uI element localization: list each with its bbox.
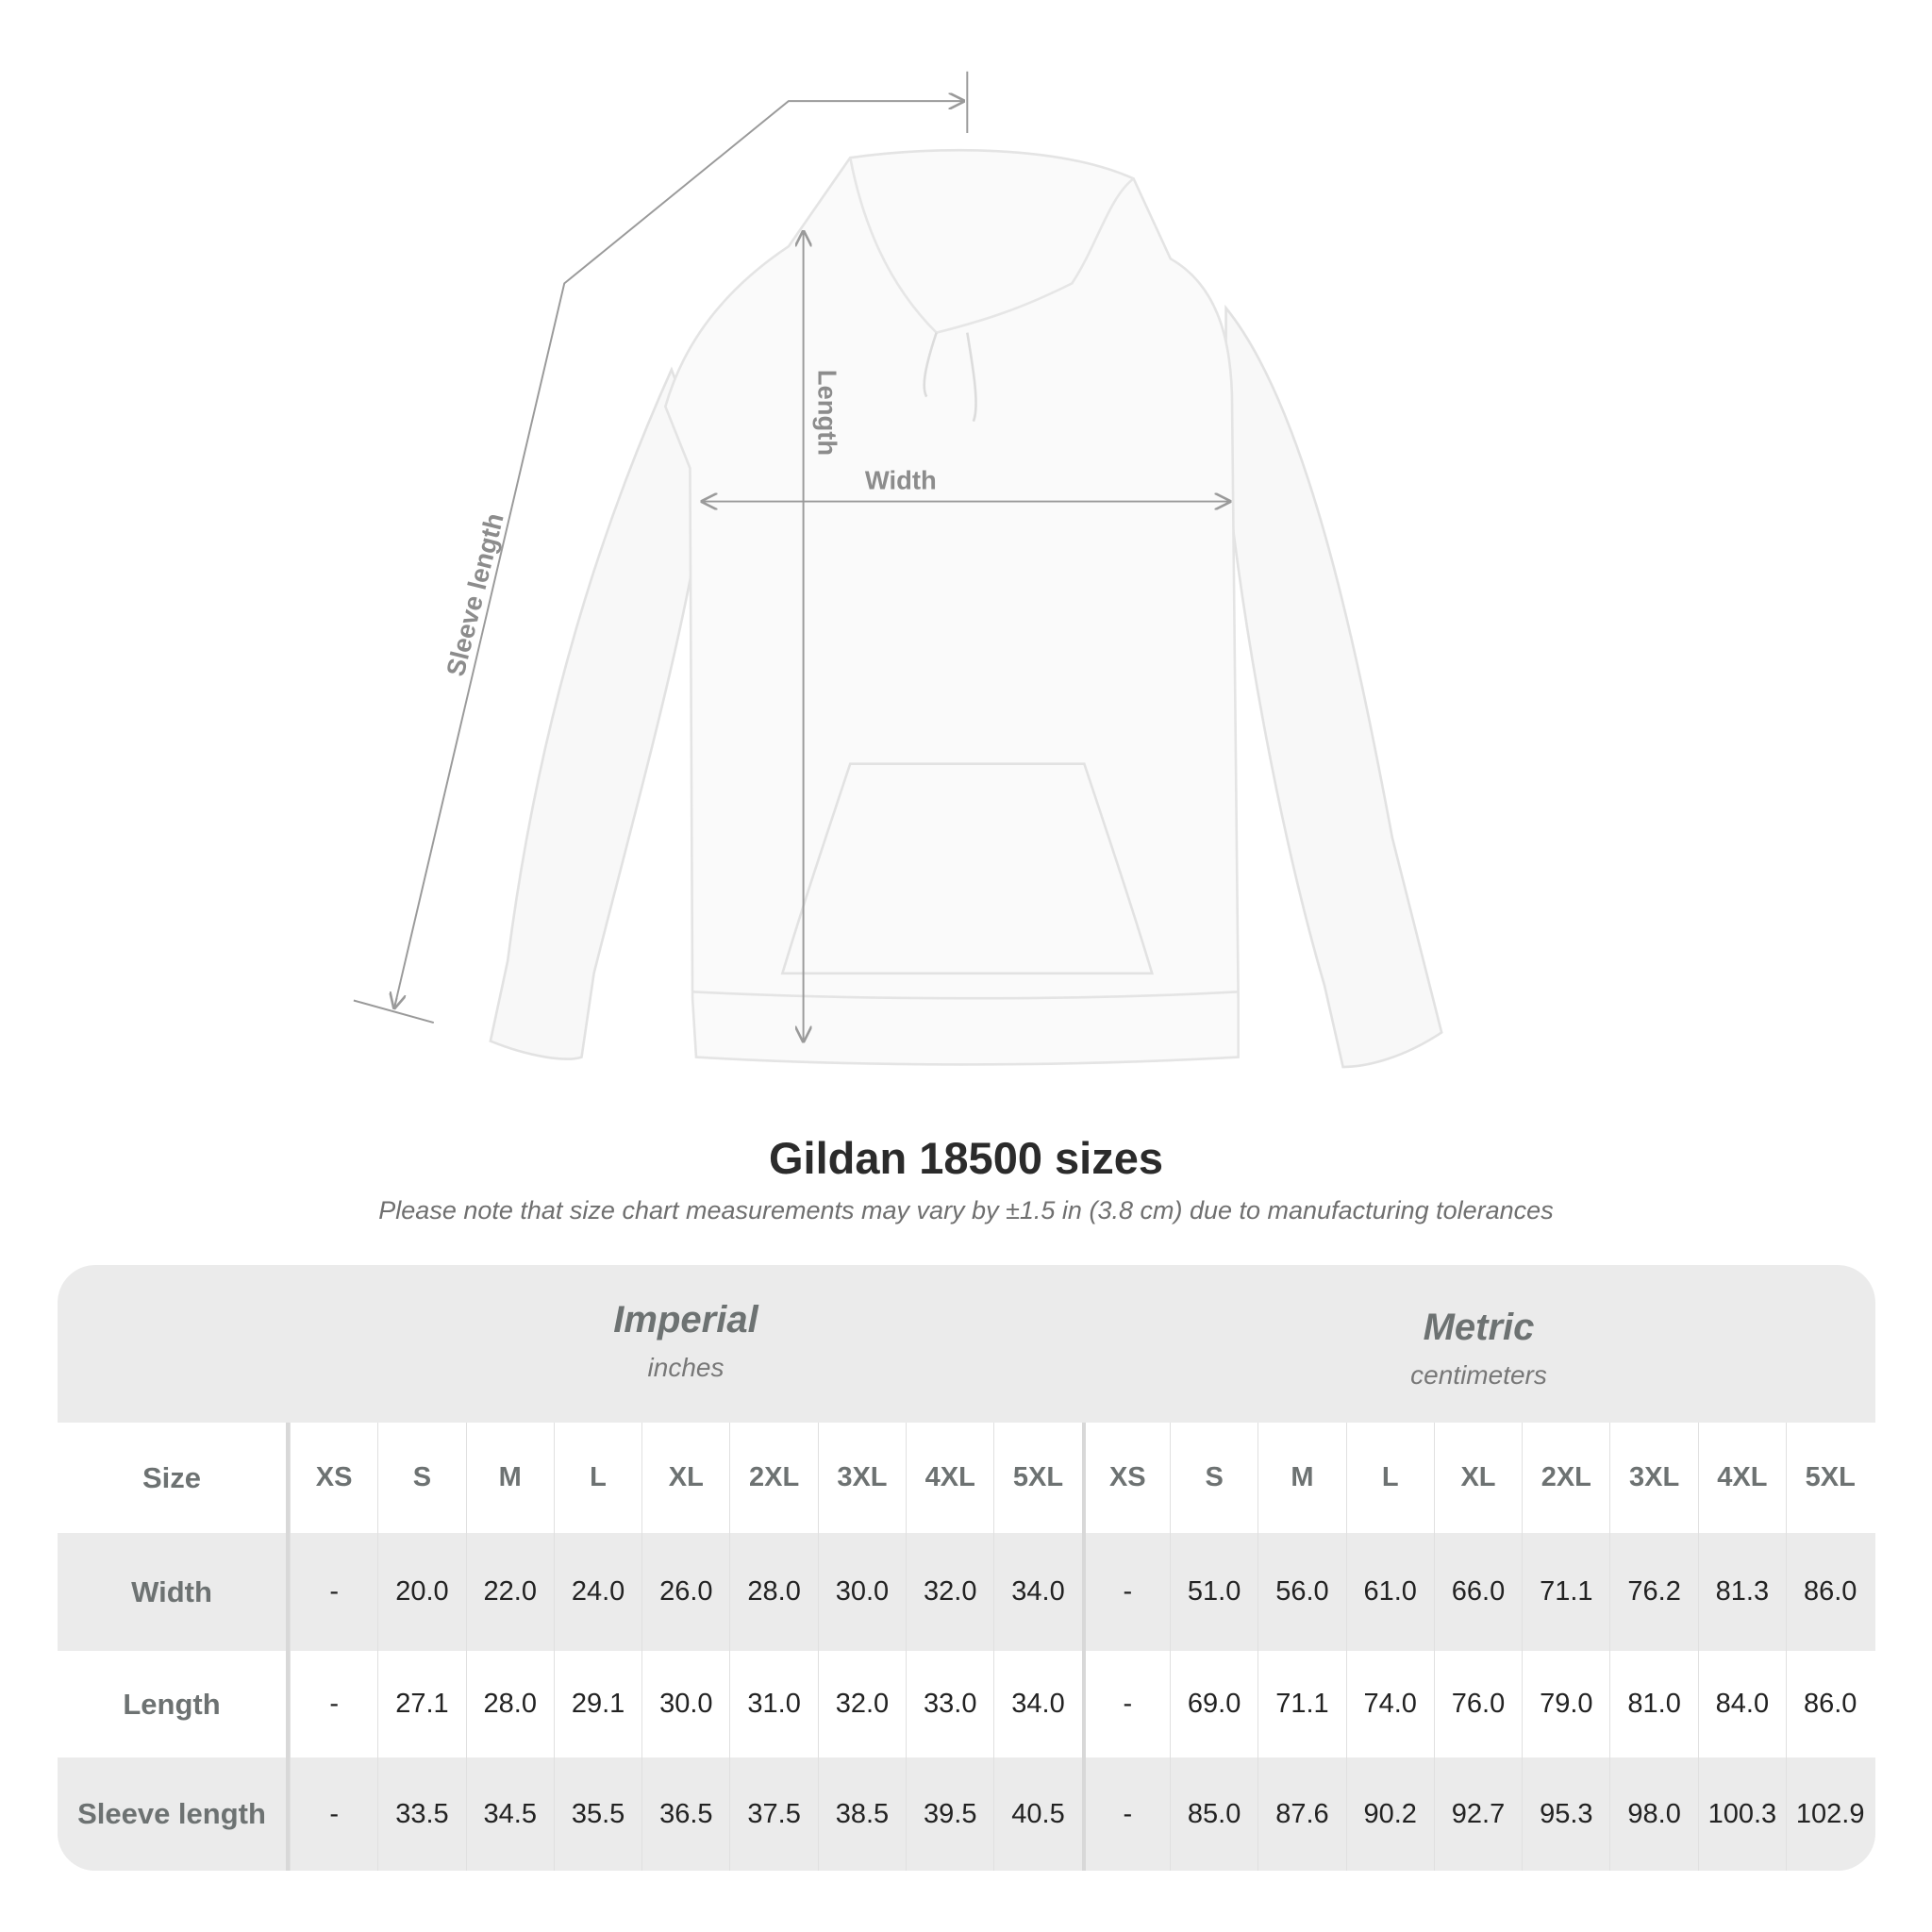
metric-unit: centimeters <box>1410 1360 1547 1390</box>
page-title: Gildan 18500 sizes <box>768 1133 1164 1183</box>
imperial-size-2XL: 2XL <box>729 1423 817 1533</box>
metric-value-cell: - <box>1081 1533 1170 1651</box>
imperial-title: Imperial <box>613 1299 758 1341</box>
size-table: Imperial inches Metric centimeters Size X… <box>58 1265 1875 1871</box>
metric-value-cell: 69.0 <box>1169 1651 1257 1757</box>
metric-value-cell: 71.1 <box>1257 1651 1345 1757</box>
imperial-value-cell: 28.0 <box>465 1651 554 1757</box>
metric-size-3XL: 3XL <box>1609 1423 1697 1533</box>
metric-value-cell: 81.0 <box>1609 1651 1697 1757</box>
imperial-size-M: M <box>465 1423 554 1533</box>
metric-size-5XL: 5XL <box>1786 1423 1874 1533</box>
imperial-size-S: S <box>377 1423 465 1533</box>
imperial-value-cell: 37.5 <box>729 1757 817 1871</box>
metric-value-cell: 95.3 <box>1522 1757 1609 1871</box>
metric-value-cell: 92.7 <box>1433 1757 1522 1871</box>
metric-value-cell: 56.0 <box>1257 1533 1345 1651</box>
metric-value-cell: 85.0 <box>1169 1757 1257 1871</box>
imperial-value-cell: 32.0 <box>817 1651 906 1757</box>
imperial-value-cell: 26.0 <box>641 1533 729 1651</box>
imperial-value-cell: 40.5 <box>993 1757 1081 1871</box>
metric-value-cell: 71.1 <box>1522 1533 1609 1651</box>
imperial-size-5XL: 5XL <box>993 1423 1081 1533</box>
imperial-value-cell: 39.5 <box>906 1757 993 1871</box>
metric-value-cell: 90.2 <box>1345 1757 1434 1871</box>
size-label: Size <box>58 1423 290 1533</box>
measurement-lines <box>353 71 1230 1041</box>
metric-value-cell: 76.2 <box>1609 1533 1697 1651</box>
imperial-value-cell: 31.0 <box>729 1651 817 1757</box>
imperial-value-cell: 30.0 <box>817 1533 906 1651</box>
metric-title: Metric <box>1423 1307 1535 1348</box>
metric-size-XS: XS <box>1081 1423 1170 1533</box>
metric-value-cell: 74.0 <box>1345 1651 1434 1757</box>
imperial-value-cell: 34.5 <box>465 1757 554 1871</box>
metric-size-2XL: 2XL <box>1522 1423 1609 1533</box>
imperial-size-3XL: 3XL <box>817 1423 906 1533</box>
imperial-value-cell: 33.5 <box>377 1757 465 1871</box>
imperial-value-cell: 34.0 <box>993 1533 1081 1651</box>
tolerance-note: Please note that size chart measurements… <box>378 1196 1554 1224</box>
metric-value-cell: 76.0 <box>1433 1651 1522 1757</box>
metric-value-cell: 86.0 <box>1786 1533 1874 1651</box>
imperial-unit: inches <box>647 1353 724 1382</box>
metric-value-cell: 98.0 <box>1609 1757 1697 1871</box>
table-row: Sleeve length -33.5 34.5 35.5 36.5 37.5 38.5 39… <box>58 1757 1875 1871</box>
imperial-value-cell: 20.0 <box>377 1533 465 1651</box>
metric-value-cell: 86.0 <box>1786 1651 1874 1757</box>
metric-value-cell: 102.9 <box>1786 1757 1874 1871</box>
row-label: Length <box>58 1651 290 1757</box>
hoodie-image <box>489 148 1443 1069</box>
imperial-value-cell: - <box>290 1651 377 1757</box>
metric-value-cell: 87.6 <box>1257 1757 1345 1871</box>
imperial-value-cell: 22.0 <box>465 1533 554 1651</box>
metric-value-cell: 84.0 <box>1697 1651 1786 1757</box>
imperial-value-cell: 30.0 <box>641 1651 729 1757</box>
metric-value-cell: - <box>1081 1651 1170 1757</box>
length-label: Length <box>812 370 841 456</box>
metric-value-cell: 51.0 <box>1169 1533 1257 1651</box>
row-label: Sleeve length <box>58 1757 290 1871</box>
imperial-value-cell: 36.5 <box>641 1757 729 1871</box>
imperial-value-cell: 35.5 <box>553 1757 641 1871</box>
hoodie-diagram: Sleeve length Length Width <box>353 71 1443 1069</box>
imperial-value-cell: - <box>290 1533 377 1651</box>
imperial-value-cell: 28.0 <box>729 1533 817 1651</box>
imperial-value-cell: 24.0 <box>553 1533 641 1651</box>
row-label: Width <box>58 1533 290 1651</box>
imperial-value-cell: - <box>290 1757 377 1871</box>
imperial-value-cell: 27.1 <box>377 1651 465 1757</box>
metric-header: Metric centimeters <box>1082 1273 1875 1430</box>
metric-size-S: S <box>1169 1423 1257 1533</box>
sleeve-length-label: Sleeve length <box>441 510 509 679</box>
metric-value-cell: 79.0 <box>1522 1651 1609 1757</box>
table-row: Width -20.0 22.0 24.0 26.0 28.0 30.0 32.0 34.0-5… <box>58 1533 1875 1651</box>
table-row: Length -27.1 28.0 29.1 30.0 31.0 32.0 33.0 34.0-… <box>58 1651 1875 1757</box>
imperial-header: Imperial inches <box>290 1265 1082 1423</box>
metric-size-L: L <box>1345 1423 1434 1533</box>
width-label: Width <box>865 465 937 494</box>
imperial-size-XS: XS <box>290 1423 377 1533</box>
metric-value-cell: 61.0 <box>1345 1533 1434 1651</box>
metric-size-XL: XL <box>1433 1423 1522 1533</box>
metric-value-cell: - <box>1081 1757 1170 1871</box>
imperial-size-4XL: 4XL <box>906 1423 993 1533</box>
imperial-value-cell: 29.1 <box>553 1651 641 1757</box>
imperial-value-cell: 32.0 <box>906 1533 993 1651</box>
metric-size-M: M <box>1257 1423 1345 1533</box>
imperial-value-cell: 34.0 <box>993 1651 1081 1757</box>
metric-value-cell: 81.3 <box>1697 1533 1786 1651</box>
metric-value-cell: 100.3 <box>1697 1757 1786 1871</box>
imperial-size-XL: XL <box>641 1423 729 1533</box>
imperial-value-cell: 33.0 <box>906 1651 993 1757</box>
size-header-row: Size XS S M L XL 2XL 3XL 4XL 5XL XS S M L XL 2XL 3XL 4XL 5… <box>58 1423 1875 1533</box>
metric-size-4XL: 4XL <box>1697 1423 1786 1533</box>
imperial-value-cell: 38.5 <box>817 1757 906 1871</box>
metric-value-cell: 66.0 <box>1433 1533 1522 1651</box>
imperial-size-L: L <box>553 1423 641 1533</box>
